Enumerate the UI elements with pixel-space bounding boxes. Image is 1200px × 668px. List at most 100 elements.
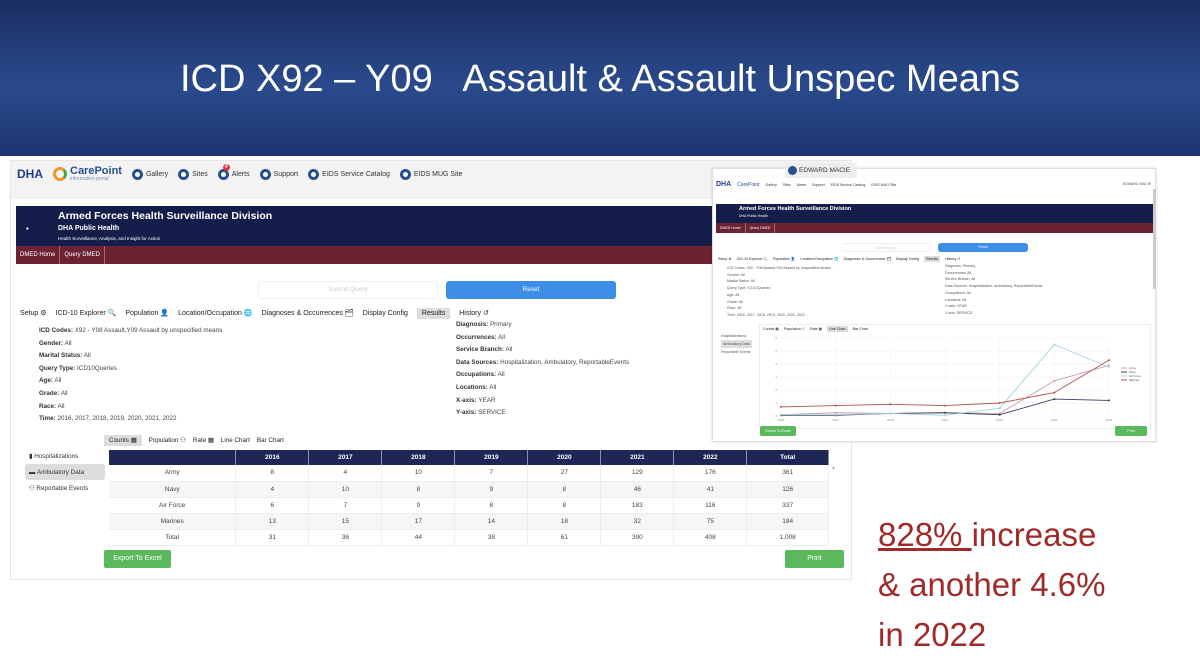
tab-setup-small[interactable]: Setup ⚙ <box>718 257 732 261</box>
table-cell: 8 <box>235 465 310 482</box>
tab-results-small[interactable]: Results <box>924 256 941 262</box>
tab-diagnoses[interactable]: Diagnoses & Occurrences 🗂 <box>261 310 354 317</box>
table-cell: 10 <box>308 481 383 498</box>
side-amb-small[interactable]: Ambulatory Data <box>721 340 752 348</box>
table-cell: 4 <box>308 465 383 482</box>
nav-eids-mug[interactable]: EIDS MUG Site <box>399 168 462 180</box>
menu-home-small[interactable]: DMED Home <box>716 223 746 233</box>
tab-line-chart[interactable]: Line Chart <box>220 437 250 444</box>
tab-icd-small[interactable]: ICD-10 Explorer 🔍 <box>736 257 768 261</box>
nav-sites[interactable]: Sites <box>178 168 208 180</box>
tab-line-chart-small[interactable]: Line Chart <box>827 326 848 332</box>
data-point <box>1108 366 1110 369</box>
table-cell: 15 <box>308 513 383 531</box>
data-point <box>998 413 1001 416</box>
side-rep-small[interactable]: Reportable Events <box>721 350 751 354</box>
nav-mug-small[interactable]: EIDS MUG Site <box>871 182 897 187</box>
menu-dmed-home[interactable]: DMED Home <box>16 246 61 264</box>
nav-gallery[interactable]: Gallery <box>131 168 168 180</box>
query-tabs: Setup ⚙ ICD-10 Explorer 🔍 Population 👤 L… <box>20 307 489 319</box>
nav-gallery-small[interactable]: Gallery <box>765 182 777 187</box>
menu-query-small[interactable]: Query DMED <box>746 223 776 233</box>
table-cell: 13 <box>235 513 310 531</box>
nav-support-small[interactable]: Support <box>811 182 825 187</box>
export-excel-small[interactable]: Export To Excel <box>760 426 796 436</box>
tab-rate-small[interactable]: Rate ▦ <box>810 327 822 331</box>
export-excel-button[interactable]: Export To Excel <box>104 550 171 568</box>
tab-display-config[interactable]: Display Config <box>362 309 408 317</box>
gallery-icon <box>131 168 143 180</box>
user-small[interactable]: EDWARD MACIE <box>1122 182 1151 186</box>
page-scrollbar[interactable] <box>1153 189 1156 289</box>
y-tick-label: 6 <box>775 336 777 340</box>
tab-population-results[interactable]: Population ⚇ <box>148 437 186 444</box>
side-reportable-events[interactable]: ⚇ Reportable Events <box>29 484 89 492</box>
table-cell: 61 <box>527 529 602 547</box>
table-cell: 116 <box>673 497 748 515</box>
column-header: 2017 <box>308 450 383 465</box>
tab-bar-chart-small[interactable]: Bar Chart <box>852 327 868 331</box>
nav-support[interactable]: Support <box>259 168 298 180</box>
table-cell: 32 <box>600 513 675 531</box>
tab-history-small[interactable]: History ↺ <box>945 257 961 261</box>
tab-display-small[interactable]: Display Config <box>895 257 920 261</box>
tab-population-small[interactable]: Population ⚇ <box>783 327 805 331</box>
print-button[interactable]: Print <box>785 550 844 568</box>
tab-diag-small[interactable]: Diagnoses & Occurrences 🗂 <box>843 257 891 261</box>
data-point <box>834 413 837 416</box>
side-hosp-small[interactable]: Hospitalizations <box>721 334 747 338</box>
menu-bar: DMED Home Query DMED <box>16 246 716 264</box>
submit-query-small[interactable]: Submit Query <box>841 243 931 252</box>
tab-icd10-explorer[interactable]: ICD-10 Explorer 🔍 <box>55 310 117 317</box>
submit-query-button[interactable]: Submit Query <box>258 281 438 299</box>
sites-icon <box>178 168 190 180</box>
user-badge[interactable]: EDWARD MACIE <box>785 163 857 178</box>
tab-setup[interactable]: Setup ⚙ <box>20 310 47 317</box>
tab-counts-small[interactable]: Counts ▦ <box>763 327 779 331</box>
tab-counts[interactable]: Counts ▦ <box>104 435 142 446</box>
catalog-icon <box>308 168 320 180</box>
detail-query-type: Query Type: ICD10Queries <box>39 364 117 372</box>
tab-rate[interactable]: Rate ▦ <box>192 437 214 444</box>
table-cell: 9 <box>381 497 456 515</box>
data-source-sidebar: ▮ Hospitalizations ▬ Ambulatory Data ⚇ R… <box>25 448 105 496</box>
side-ambulatory-data[interactable]: ▬ Ambulatory Data <box>25 464 105 480</box>
reset-small[interactable]: Reset <box>938 243 1028 252</box>
data-point <box>944 414 946 417</box>
nav-eids-catalog[interactable]: EIDS Service Catalog <box>308 168 390 180</box>
print-small[interactable]: Print <box>1115 426 1147 436</box>
nav-alerts-small[interactable]: Alerts <box>796 182 806 187</box>
x-tick-label: 2022 <box>1106 418 1113 422</box>
data-point <box>1108 359 1110 362</box>
tab-loc-small[interactable]: Location/Occupation 🌐 <box>800 257 839 261</box>
tab-history[interactable]: History ↺ <box>459 310 489 317</box>
tab-bar-chart[interactable]: Bar Chart <box>256 437 284 444</box>
nav-catalog-small[interactable]: EIDS Service Catalog <box>830 182 866 187</box>
detail-service-branch: Service Branch: All <box>456 346 513 354</box>
table-scrollbar[interactable]: ▲ <box>831 465 836 471</box>
y-tick-label: 1 <box>775 401 777 405</box>
tab-pop-small[interactable]: Population 👤 <box>772 257 796 261</box>
tab-location-occupation[interactable]: Location/Occupation 🌐 <box>178 310 253 317</box>
legend-label: Navy <box>1129 370 1136 374</box>
slide-header <box>0 0 1200 156</box>
tab-population[interactable]: Population 👤 <box>125 310 170 317</box>
side-hospitalizations[interactable]: ▮ Hospitalizations <box>29 452 79 460</box>
detail-time: Time: 2016, 2017, 2018, 2019, 2020, 2021… <box>39 415 177 423</box>
nav-bar-small: DHA CarePoint Gallery Sites Alerts Suppo… <box>716 181 896 188</box>
division-banner: ▪ Armed Forces Health Surveillance Divis… <box>16 206 716 246</box>
nav-sites-small[interactable]: Sites <box>782 182 791 187</box>
menu-bar-small: DMED Home Query DMED <box>716 223 1154 233</box>
column-header: 2016 <box>235 450 310 465</box>
column-header: 2021 <box>600 450 675 465</box>
menu-query-dmed[interactable]: Query DMED <box>60 246 106 264</box>
y-tick-label: 0 <box>775 414 777 418</box>
detail-occurrences: Occurrences: All <box>456 333 506 341</box>
nav-alerts[interactable]: 4 Alerts <box>217 163 250 180</box>
data-point <box>1053 398 1056 401</box>
y-tick-label: 3 <box>775 375 777 379</box>
detail-gender: Gender: All <box>39 339 72 347</box>
tab-results[interactable]: Results <box>416 307 451 319</box>
reset-button[interactable]: Reset <box>446 281 616 299</box>
data-point <box>944 404 946 407</box>
